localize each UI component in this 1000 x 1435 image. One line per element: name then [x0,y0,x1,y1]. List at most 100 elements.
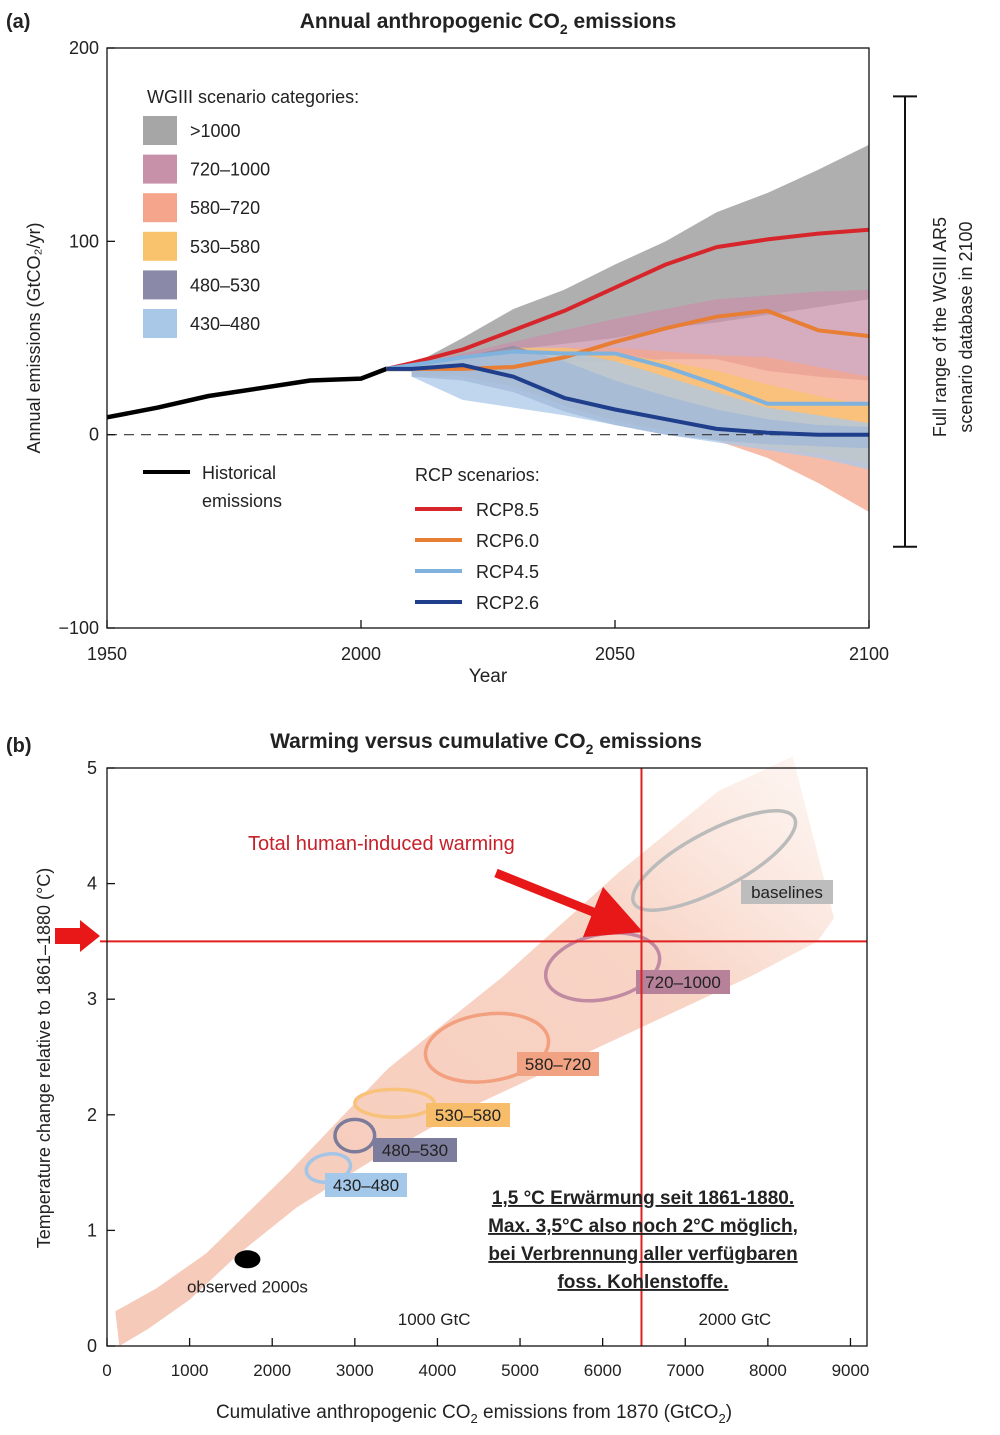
panel-a-label: (a) [6,11,30,33]
band-legend-swatch-1000 [143,116,177,145]
ellipse-label-bg-580-720 [517,1052,599,1076]
ellipse-label-720-1000: 720–1000 [645,973,721,992]
x-axis-a-label: Year [469,666,508,687]
rcp-legend-title: RCP scenarios: [415,465,540,485]
ellipse-580-720 [423,1011,551,1084]
y-tick-b-label: 3 [87,989,97,1009]
band-legend-swatch-480-530 [143,270,177,300]
x-tick-a-label: 2000 [341,644,381,664]
band-legend-label: 480–530 [190,275,260,295]
historical-line [106,366,412,420]
observed-label: observed 2000s [187,1277,308,1296]
rcp-legend-label: RCP6.0 [476,531,539,551]
x-tick-a-label: 2100 [849,644,889,664]
x-tick-b-label: 2000 [253,1361,291,1380]
warming-label: Total human-induced warming [248,833,515,855]
y-tick-b-label: 4 [87,874,97,894]
rcp-legend-label: RCP2.6 [476,593,539,613]
note-line: foss. Kohlenstoffe. [557,1272,728,1293]
historical-legend-label-2: emissions [202,491,282,511]
y-tick-b-label: 5 [87,758,97,778]
y-tick-a-label: 200 [69,38,99,58]
gtc-labels: 1000 GtC 2000 GtC [398,1310,771,1329]
rcp-legend-label: RCP4.5 [476,562,539,582]
observed-point [234,1250,261,1269]
x-tick-b-label: 0 [102,1361,111,1380]
panel-b-title: Warming versus cumulative CO2 emissions [270,730,702,757]
ellipse-label-bg-480-530 [373,1138,457,1162]
y-axis-a-ticks: 200 100 0 −100 [58,38,115,638]
emission-lines [106,227,870,437]
band-legend-label: 430–480 [190,314,260,334]
ellipse-480-530 [333,1117,377,1154]
gtc-label: 2000 GtC [698,1310,771,1329]
plot-a-frame [106,47,870,629]
x-tick-b-label: 6000 [584,1361,622,1380]
ellipse-label-bg-baselines [741,880,833,904]
ellipse-label-bg-430-480 [325,1173,407,1197]
line-rcp4-5 [386,349,869,406]
warming-arrow [494,868,644,937]
note-box: 1,5 °C Erwärmung seit 1861-1880. Max. 3,5… [488,1188,798,1293]
y-tick-a-label: 0 [89,425,99,445]
ellipse-label-baselines: baselines [751,883,823,902]
left-red-arrow [55,920,100,952]
band-legend-swatch-720-1000 [143,154,177,184]
band-legend-swatch-530-580 [143,231,177,261]
y-tick-b-label: 2 [87,1105,97,1125]
ellipse-label-480-530: 480–530 [382,1141,448,1160]
warming-plume [115,756,835,1346]
y-axis-b-label: Temperature change relative to 1861–1880… [34,868,54,1248]
y-tick-a-label: −100 [58,618,99,638]
x-tick-b-label: 3000 [336,1361,374,1380]
line-rcp8-5 [385,227,870,371]
x-tick-b-label: 7000 [666,1361,704,1380]
band-430-480 [411,349,869,470]
y-tick-a-label: 100 [69,231,99,251]
range-label-1: Full range of the WGIII AR5 [930,217,950,437]
band-legend-title: WGIII scenario categories: [147,87,359,107]
rcp-legend-label: RCP8.5 [476,500,539,520]
line-rcp6-0 [386,308,870,371]
x-axis-b-label: Cumulative anthropogenic CO2 emissions f… [216,1402,732,1426]
line-rcp2-6 [386,363,869,437]
x-tick-b-label: 1000 [171,1361,209,1380]
x-tick-b-label: 8000 [749,1361,787,1380]
x-tick-b-label: 9000 [832,1361,870,1380]
scenario-ellipses: baselines 720–1000 580–720 530–580 480–530 43… [304,809,833,1197]
range-label-2: scenario database in 2100 [956,221,976,432]
x-axis-b-ticks: 0 1000 2000 3000 4000 5000 6000 7000 8000 9000 [102,1338,869,1380]
y-tick-b-label: 0 [87,1336,97,1356]
band-legend-label: 580–720 [190,198,260,218]
panel-a: (a) Annual anthropogenic CO2 emissions 2… [6,10,976,687]
x-tick-a-label: 2050 [595,644,635,664]
note-line: bei Verbrennung aller verfügbaren [488,1244,797,1265]
x-tick-b-label: 4000 [419,1361,457,1380]
note-line: Max. 3,5°C also noch 2°C möglich, [488,1216,798,1237]
x-axis-a-ticks: 1950 2000 2050 2100 [87,620,889,664]
ellipse-label-bg-530-580 [426,1103,510,1127]
red-reference-lines [100,768,867,1346]
x-tick-b-label: 5000 [501,1361,539,1380]
rcp-legend: RCP8.5 RCP6.0 RCP4.5 RCP2.6 [415,500,539,613]
y-axis-a-label: Annual emissions (GtCO₂/yr) [24,222,44,453]
band-legend-swatch-580-720 [143,193,177,223]
band-legend-label: 720–1000 [190,160,270,180]
y-tick-b-label: 1 [87,1220,97,1240]
scenario-bands [411,144,869,512]
band-legend: >1000 720–1000 580–720 530–580 480–530 430–48… [143,116,270,338]
panel-a-title: Annual anthropogenic CO2 emissions [300,10,677,37]
ellipse-label-430-480: 430–480 [333,1176,399,1195]
full-range-bar [893,95,917,548]
historical-legend-label-1: Historical [202,463,276,483]
panel-b-label: (b) [6,735,32,757]
ellipse-label-580-720: 580–720 [525,1055,591,1074]
ellipse-label-bg-720-1000 [636,970,730,994]
ellipse-label-530-580: 530–580 [435,1106,501,1125]
y-axis-b-ticks: 0 1 2 3 4 5 [87,758,115,1356]
band-legend-label: 530–580 [190,237,260,257]
band-legend-label: >1000 [190,121,241,141]
panel-b: (b) Warming versus cumulative CO2 emissi… [6,730,869,1426]
band-legend-swatch-430-480 [143,309,177,338]
